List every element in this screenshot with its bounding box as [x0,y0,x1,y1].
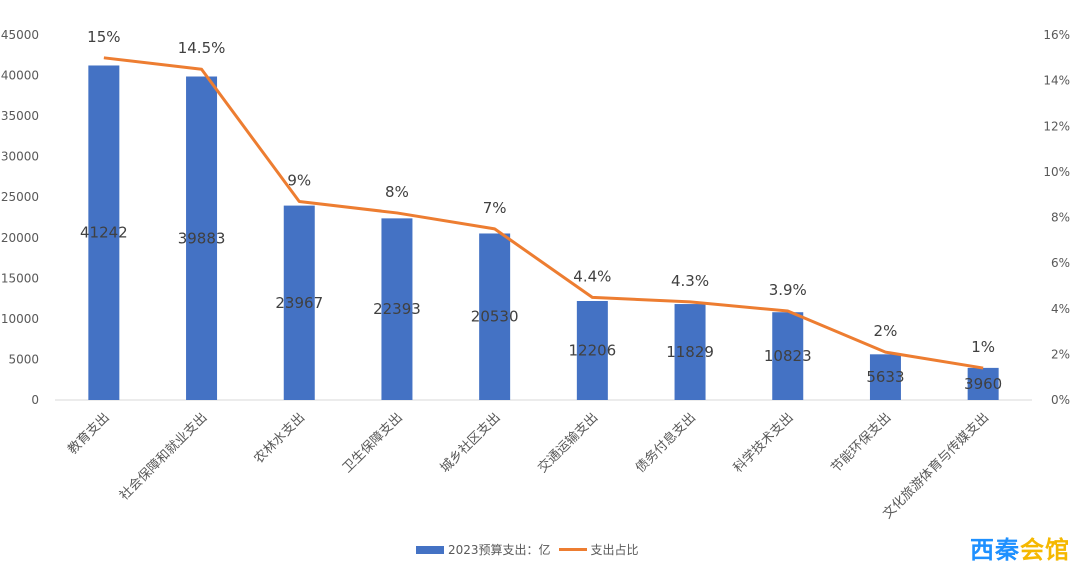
line-value-labels: 15% 14.5% 9% 8% 7% 4.4% 4.3% 3.9% 2% 1% [87,28,995,356]
category-label: 债务付息支出 [632,410,698,476]
legend: 2023预算支出：亿 支出占比 [416,541,639,558]
bar [576,300,608,400]
legend-swatch-line [558,548,587,551]
bar-value-label: 20530 [471,308,519,326]
category-label: 科学技术支出 [730,410,796,476]
y-left-tick-label: 45000 [1,28,39,42]
bar [674,304,706,400]
y-left-tick-label: 5000 [8,352,39,366]
y-right-tick-label: 6% [1051,256,1070,270]
line-value-label: 4.4% [573,267,611,285]
bar [88,65,120,400]
legend-label-line: 支出占比 [590,543,639,557]
bar [283,205,315,400]
y-right-tick-label: 10% [1043,165,1070,179]
left-axis: 0 5000 10000 15000 20000 25000 30000 35000 40000… [1,28,39,407]
bar-value-label: 5633 [866,368,904,386]
bar-series [88,65,999,401]
legend-swatch-bar [416,545,444,554]
line-value-label: 1% [971,338,995,356]
bar-value-label: 12206 [568,341,616,359]
bar-value-label: 11829 [666,343,714,361]
category-label: 交通运输支出 [535,410,601,476]
bar-value-label: 10823 [764,347,812,365]
y-left-tick-label: 0 [31,393,39,407]
category-label: 社会保障和就业支出 [116,410,210,504]
bar-value-label: 22393 [373,300,421,318]
y-left-tick-label: 25000 [1,190,39,204]
bar [186,76,218,401]
bar [869,354,901,400]
legend-label-bar: 2023预算支出：亿 [448,543,551,557]
line-path [103,56,984,370]
category-label: 文化旅游体育与传媒支出 [880,410,992,522]
y-right-tick-label: 2% [1051,347,1070,361]
bar-value-label: 39883 [178,229,226,247]
bar [479,233,511,400]
line-value-label: 15% [87,28,120,46]
legend-item-line: 支出占比 [558,541,639,558]
y-right-tick-label: 8% [1051,211,1070,225]
bar-value-labels: 41242 39883 23967 22393 20530 12206 11829 10823… [80,224,1002,393]
y-left-tick-label: 40000 [1,69,39,83]
watermark-text-a: 西秦 [970,536,1020,564]
line-value-label: 7% [483,199,507,217]
y-right-tick-label: 16% [1043,28,1070,42]
legend-item-bar: 2023预算支出：亿 [416,541,551,558]
bar-value-label: 23967 [275,294,323,312]
line-series [103,56,984,370]
line-value-label: 8% [385,183,409,201]
y-right-tick-label: 14% [1043,74,1070,88]
bar [967,367,999,400]
y-right-tick-label: 4% [1051,302,1070,316]
y-left-tick-label: 35000 [1,109,39,123]
bar-value-label: 41242 [80,224,128,242]
line-value-label: 2% [874,322,898,340]
line-value-label: 4.3% [671,272,709,290]
watermark-text-b: 会馆 [1020,536,1070,564]
y-left-tick-label: 15000 [1,271,39,285]
category-label: 节能环保支出 [829,410,895,476]
category-label: 城乡社区支出 [437,410,503,476]
bar-value-label: 3960 [964,375,1002,393]
category-label: 卫生保障支出 [340,410,406,476]
y-left-tick-label: 30000 [1,150,39,164]
y-left-tick-label: 20000 [1,231,39,245]
y-right-tick-label: 0% [1051,393,1070,407]
category-label: 教育支出 [65,410,113,458]
y-right-tick-label: 12% [1043,119,1070,133]
watermark-logo: 西秦会馆 [970,530,1070,565]
line-value-label: 14.5% [178,39,226,57]
category-label: 农林水支出 [251,410,308,467]
bar [381,218,413,400]
line-value-label: 9% [287,172,311,190]
right-axis: 0% 2% 4% 6% 8% 10% 12% 14% 16% [1043,28,1070,407]
category-labels: 教育支出 社会保障和就业支出 农林水支出 卫生保障支出 城乡社区支出 交通运输支出 债务付息… [65,410,992,522]
y-left-tick-label: 10000 [1,312,39,326]
bar [772,312,804,400]
line-value-label: 3.9% [769,281,807,299]
